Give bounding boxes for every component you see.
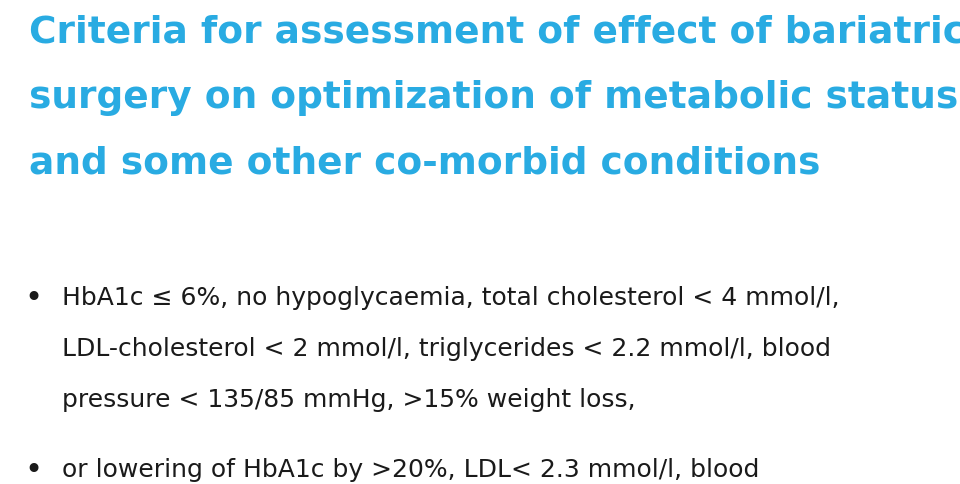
Text: LDL-cholesterol < 2 mmol/l, triglycerides < 2.2 mmol/l, blood: LDL-cholesterol < 2 mmol/l, triglyceride…: [62, 336, 831, 360]
Text: or lowering of HbA1c by >20%, LDL< 2.3 mmol/l, blood: or lowering of HbA1c by >20%, LDL< 2.3 m…: [62, 457, 759, 481]
Text: •: •: [24, 455, 42, 484]
Text: surgery on optimization of metabolic status: surgery on optimization of metabolic sta…: [29, 80, 958, 116]
Text: Criteria for assessment of effect of bariatric: Criteria for assessment of effect of bar…: [29, 15, 960, 50]
Text: HbA1c ≤ 6%, no hypoglycaemia, total cholesterol < 4 mmol/l,: HbA1c ≤ 6%, no hypoglycaemia, total chol…: [62, 286, 840, 309]
Text: pressure < 135/85 mmHg, >15% weight loss,: pressure < 135/85 mmHg, >15% weight loss…: [62, 387, 636, 411]
Text: •: •: [24, 283, 42, 312]
Text: and some other co-morbid conditions: and some other co-morbid conditions: [29, 145, 820, 181]
